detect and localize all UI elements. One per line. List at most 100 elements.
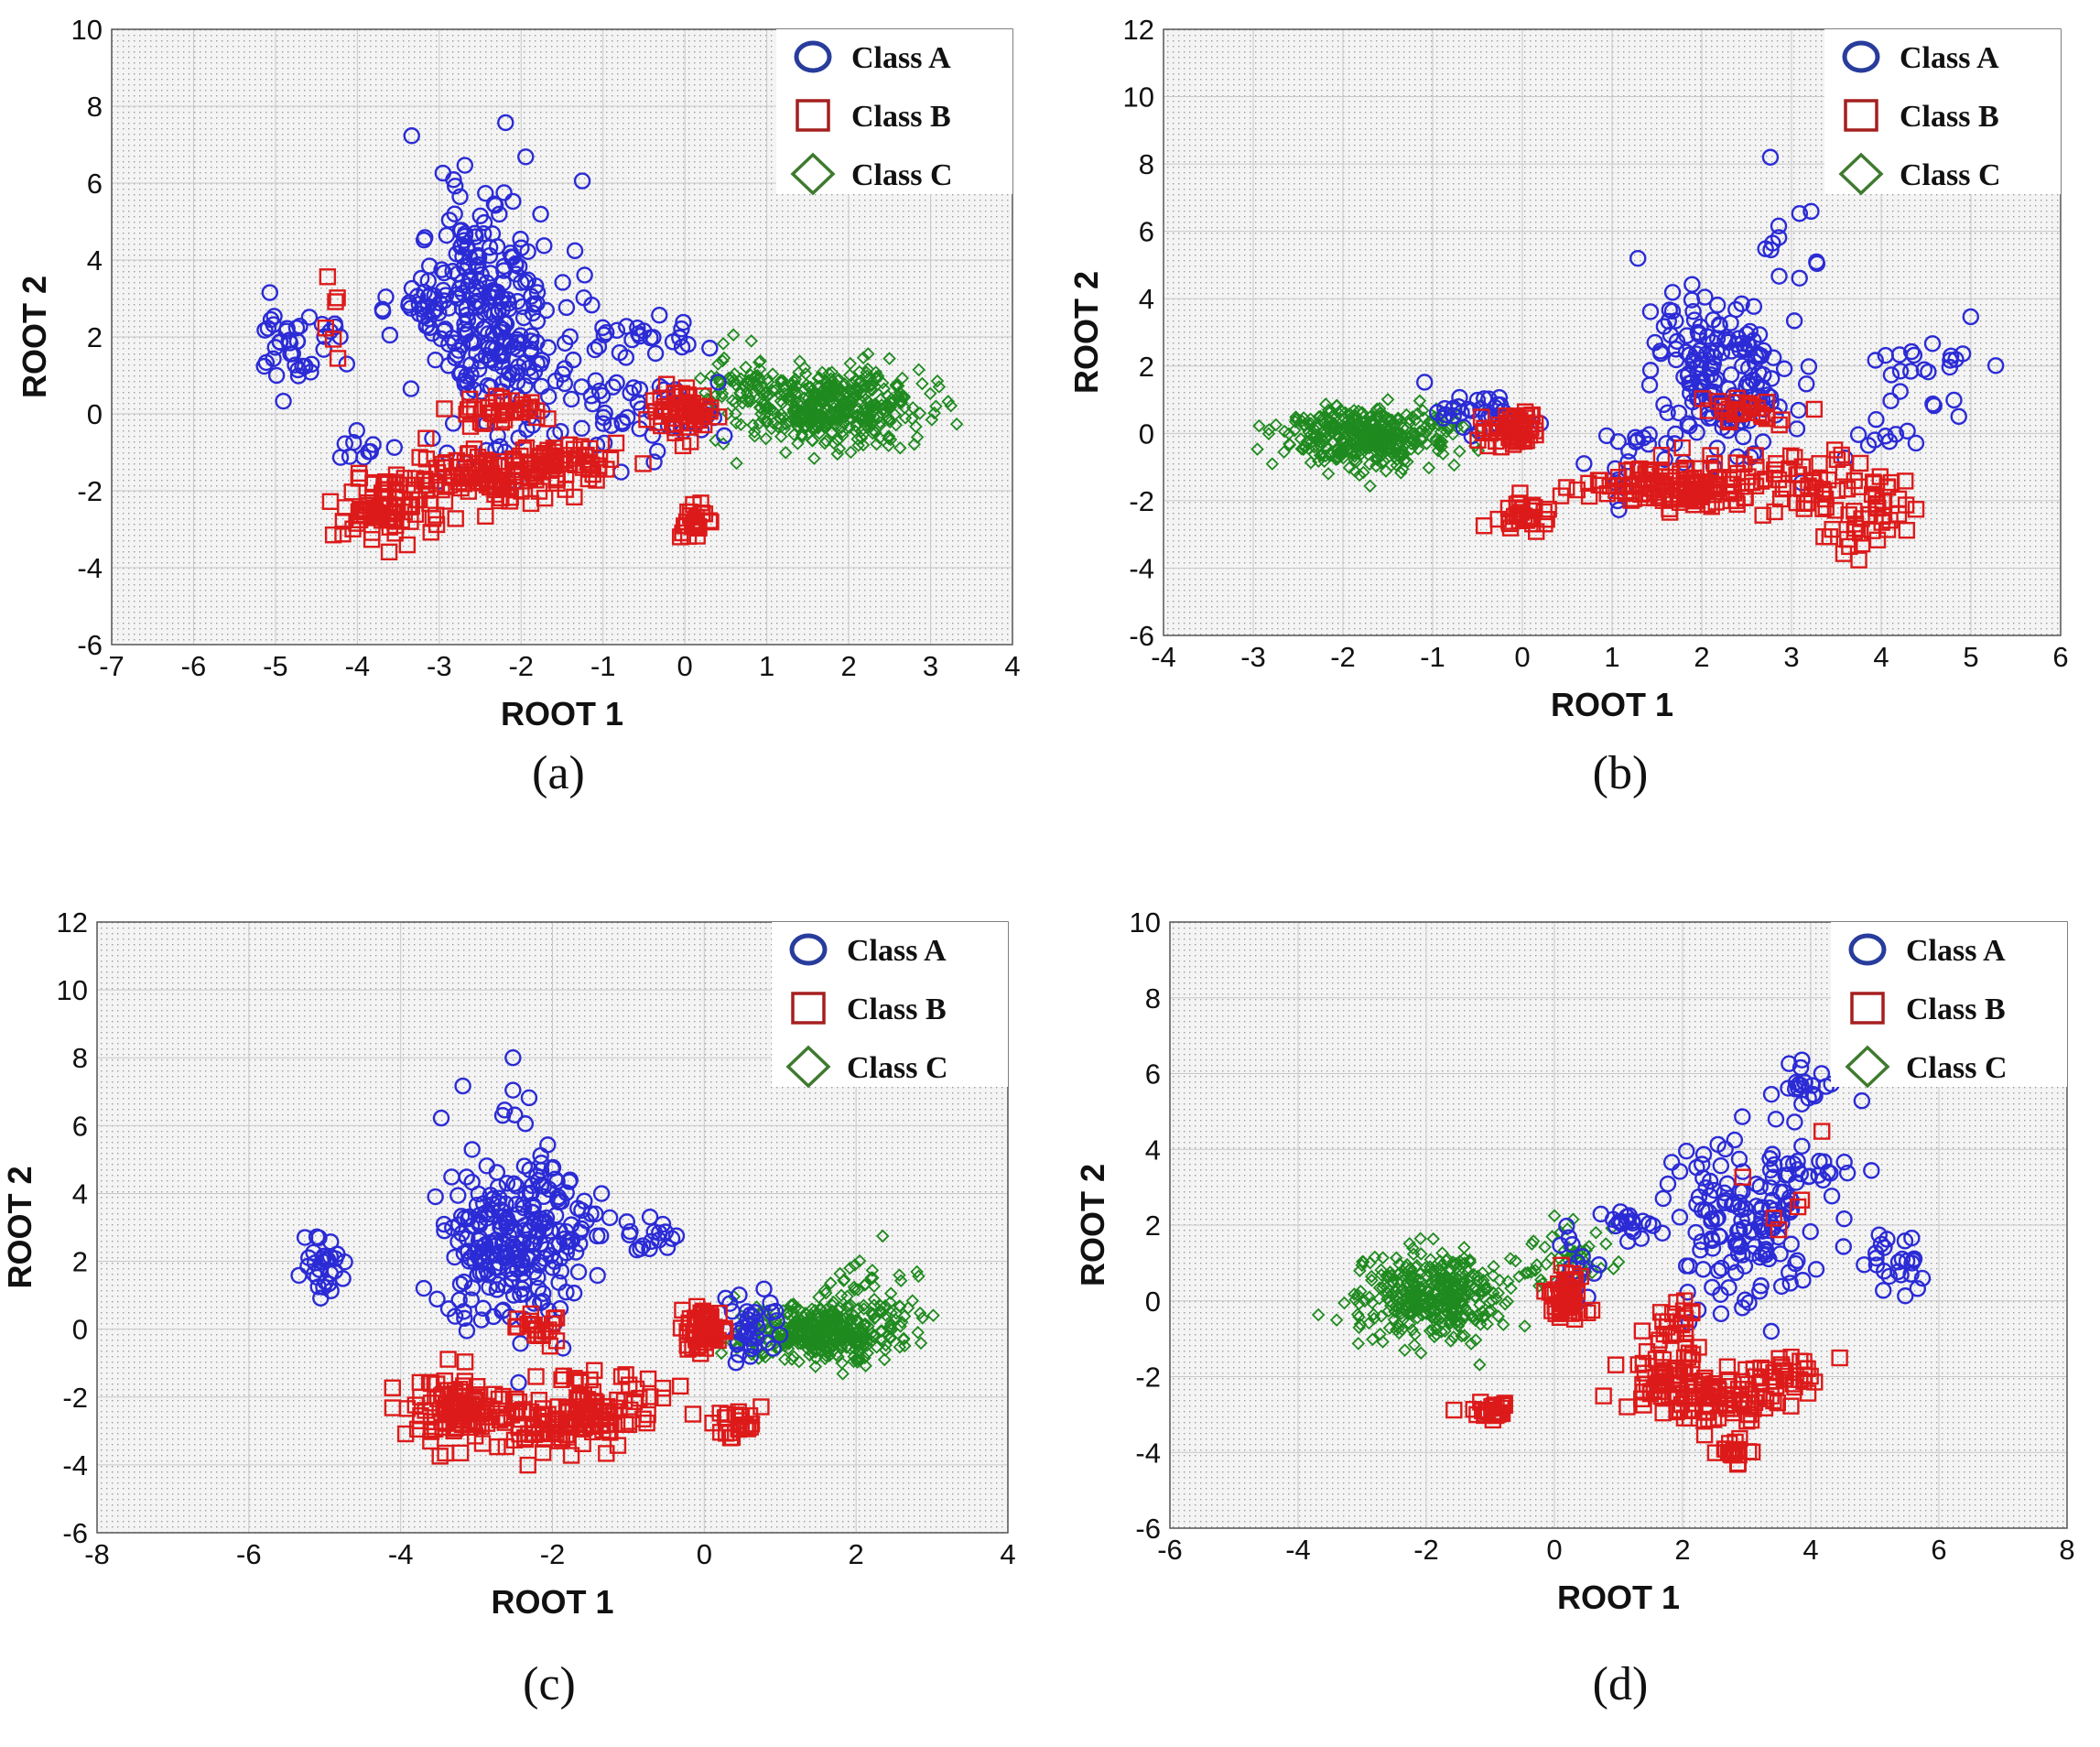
point-circle [453,1225,471,1242]
point-circle [1623,1221,1640,1238]
point-diamond [778,1314,793,1328]
point-diamond [915,376,929,391]
point-square [343,483,361,501]
point-diamond [852,1344,867,1359]
point-diamond [818,1312,832,1326]
point-circle [516,1115,535,1133]
point-circle [1780,1080,1797,1097]
legend-label: Class C [847,1051,948,1085]
y-tick-label: 0 [1145,1286,1161,1318]
point-square [396,1425,415,1443]
point-diamond [873,1298,888,1313]
point-diamond [1350,1308,1365,1321]
point-square [1727,405,1746,422]
point-square [1758,409,1776,428]
legend-box [772,922,1008,1087]
point-circle [1760,1199,1779,1217]
point-diamond [861,362,875,376]
point-circle [1705,333,1722,352]
point-square [436,400,453,418]
point-circle [565,351,582,369]
point-diamond [726,328,741,342]
point-diamond [1362,1316,1376,1330]
x-tick-label: 0 [697,1538,712,1570]
point-circle [1793,1051,1811,1069]
point-diamond [865,1326,879,1340]
point-diamond [1387,430,1402,444]
legend-marker-circle [789,933,828,966]
point-circle [1662,326,1680,344]
point-circle [602,417,621,435]
point-square [580,461,599,478]
point-square [1702,460,1719,477]
point-circle [1658,435,1675,452]
point-square [1868,531,1887,548]
point-circle [1867,352,1884,369]
point-diamond [819,374,834,388]
point-circle [663,1230,681,1247]
point-square [527,1368,545,1385]
point-square [493,389,511,407]
y-tick-label: 10 [57,974,88,1006]
point-circle [436,322,453,340]
point-diamond [866,1307,880,1321]
point-square [1765,1210,1782,1227]
point-square [522,494,540,513]
point-diamond [850,1313,864,1328]
legend-marker-diamond [1838,152,1884,196]
point-diamond [795,1320,809,1334]
point-diamond [783,414,797,429]
point-diamond [880,405,893,418]
legend-label: Class A [1906,934,2006,968]
point-diamond [1445,1280,1460,1295]
point-diamond [838,1311,852,1326]
point-square [1697,1404,1716,1421]
point-diamond [1397,453,1412,468]
point-circle [1445,407,1462,425]
point-square [586,1362,603,1379]
point-square [465,440,483,458]
point-diamond [893,1319,907,1333]
point-square [567,450,584,467]
point-square [1881,512,1899,529]
point-square [1683,1360,1701,1378]
point-square [539,1415,557,1433]
point-circle [1780,1166,1797,1184]
point-square [422,1432,439,1450]
y-axis-title: ROOT 2 [1074,1164,1111,1286]
point-diamond [867,1292,882,1307]
point-circle [592,1185,611,1202]
y-tick-label: 2 [87,321,103,353]
point-circle [1697,1179,1715,1197]
point-circle [446,1248,463,1266]
point-diamond [1430,1277,1444,1291]
point-diamond [1530,1258,1544,1272]
point-diamond [883,1319,897,1333]
point-diamond [800,1327,815,1340]
point-circle [1802,202,1820,221]
point-square [607,434,625,452]
point-diamond [1408,1328,1422,1341]
point-diamond [1351,1337,1366,1351]
point-diamond [1362,457,1377,472]
point-circle [554,274,571,291]
point-circle [1703,1230,1720,1248]
point-circle [1592,1205,1609,1223]
point-circle [1675,368,1693,385]
point-square [1590,476,1607,494]
point-circle [1771,1245,1789,1263]
point-diamond [1391,1318,1405,1331]
point-diamond [1392,1326,1406,1340]
point-diamond [882,415,897,429]
point-diamond [1426,1232,1440,1246]
y-axis-title: ROOT 2 [1,1166,38,1288]
point-circle [654,1215,672,1233]
point-square [609,1437,627,1454]
point-diamond [817,1283,832,1297]
point-circle [1689,323,1707,342]
point-circle [470,1239,488,1256]
series-class-b [384,1297,770,1474]
point-square [634,455,652,472]
legend-marker-circle [1848,933,1887,966]
